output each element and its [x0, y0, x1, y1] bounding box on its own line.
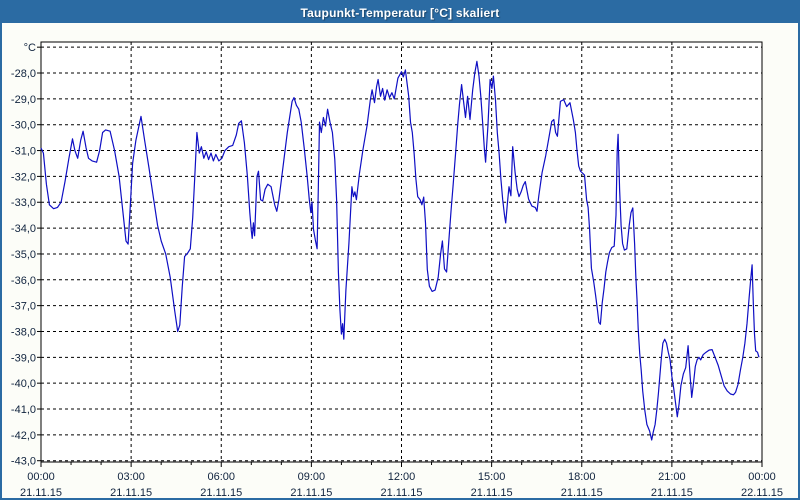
x-tick-date-label: 21.11.15 — [471, 487, 513, 498]
y-tick-label: -41,0 — [11, 404, 36, 416]
window-title: Taupunkt-Temperatur [°C] skaliert — [300, 5, 500, 20]
y-tick-label: -34,0 — [11, 223, 36, 235]
y-tick-label: -36,0 — [11, 275, 36, 287]
x-tick-time-label: 03:00 — [117, 471, 145, 483]
x-tick-date-label: 22.11.15 — [741, 487, 783, 498]
y-axis-unit-label: °C — [24, 42, 36, 54]
x-tick-time-label: 12:00 — [388, 471, 416, 483]
y-tick-label: -37,0 — [11, 301, 36, 313]
x-tick-date-label: 21.11.15 — [290, 487, 332, 498]
x-tick-time-label: 18:00 — [568, 471, 596, 483]
x-tick-date-label: 21.11.15 — [651, 487, 693, 498]
y-tick-label: -39,0 — [11, 352, 36, 364]
x-tick-time-label: 09:00 — [298, 471, 326, 483]
title-bar: Taupunkt-Temperatur [°C] skaliert — [2, 2, 798, 23]
x-tick-date-label: 21.11.15 — [20, 487, 62, 498]
y-tick-label: -42,0 — [11, 430, 36, 442]
x-tick-time-label: 06:00 — [207, 471, 235, 483]
x-tick-date-label: 21.11.15 — [200, 487, 242, 498]
x-tick-time-label: 00:00 — [27, 471, 55, 483]
temperature-chart: °C -28,0 -29,0 -30,0 -31,0 -32,0 -33,0 -34,0 -35… — [11, 41, 783, 498]
x-tick-time-label: 00:00 — [748, 471, 776, 483]
x-tick-time-label: 21:00 — [658, 471, 686, 483]
x-tick-date-label: 21.11.15 — [110, 487, 152, 498]
y-tick-label: -35,0 — [11, 249, 36, 261]
x-tick-date-label: 21.11.15 — [561, 487, 603, 498]
y-tick-label: -30,0 — [11, 120, 36, 132]
x-tick-time-label: 15:00 — [478, 471, 506, 483]
y-tick-label: -40,0 — [11, 378, 36, 390]
y-tick-label: -31,0 — [11, 146, 36, 158]
y-tick-label: -29,0 — [11, 94, 36, 106]
chart-area: °C -28,0 -29,0 -30,0 -31,0 -32,0 -33,0 -34,0 -35… — [2, 23, 798, 498]
y-tick-label: -28,0 — [11, 68, 36, 80]
y-tick-label: -38,0 — [11, 326, 36, 338]
y-tick-label: -43,0 — [11, 456, 36, 468]
temperature-series-line — [40, 60, 760, 441]
x-tick-date-label: 21.11.15 — [380, 487, 422, 498]
y-tick-label: -33,0 — [11, 197, 36, 209]
y-tick-label: -32,0 — [11, 171, 36, 183]
